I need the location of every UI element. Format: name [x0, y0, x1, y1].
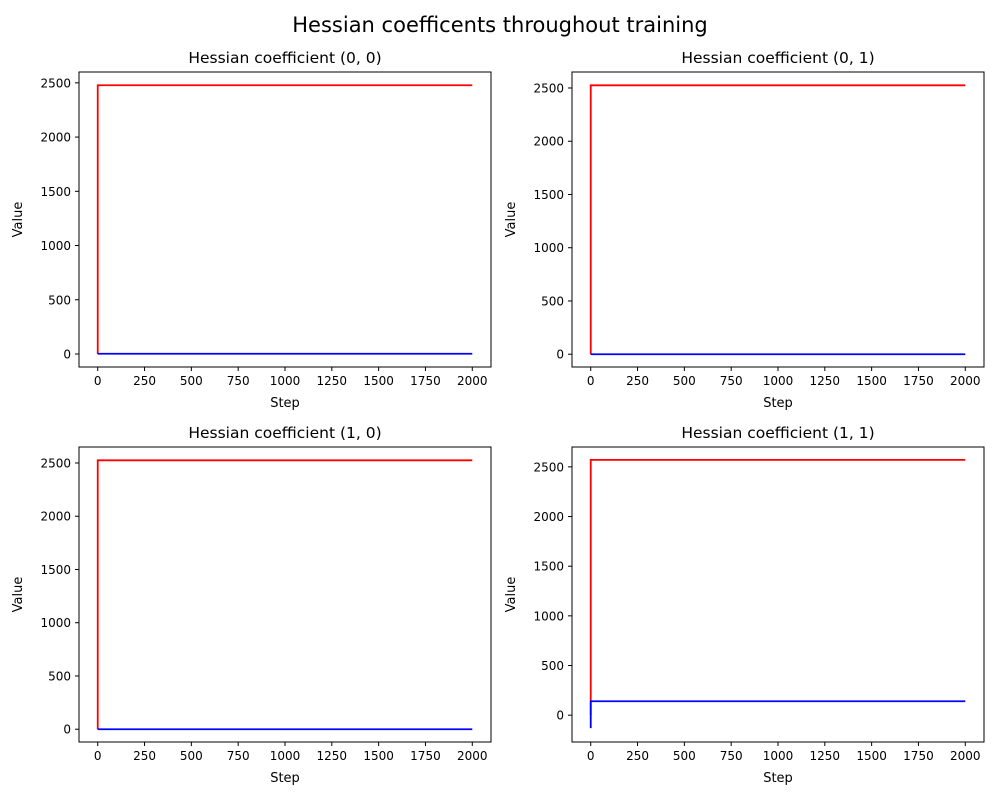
chart-2-ytick-label-2: 1000 — [40, 616, 71, 630]
chart-0-xlabel: Step — [270, 396, 300, 411]
chart-3-xtick-label-8: 2000 — [950, 749, 981, 763]
chart-2-ytick-label-1: 500 — [48, 669, 71, 683]
chart-1-ylabel: Value — [504, 202, 519, 238]
chart-1-xtick-label-7: 1750 — [903, 374, 934, 388]
chart-1-ytick-label-3: 1500 — [533, 188, 564, 202]
chart-3-title: Hessian coefficient (1, 1) — [681, 424, 874, 442]
chart-2-title: Hessian coefficient (1, 0) — [188, 424, 381, 442]
chart-3-ylabel: Value — [504, 577, 519, 613]
chart-2-ylabel: Value — [11, 577, 26, 613]
chart-0-ytick-label-0: 0 — [63, 347, 71, 361]
chart-0-xtick-label-5: 1250 — [317, 374, 348, 388]
chart-3-xtick-label-4: 1000 — [763, 749, 794, 763]
chart-0-ytick-label-5: 2500 — [40, 76, 71, 90]
chart-0-panel: Hessian coefficient (0, 0) 0 250 500 750 1000… — [11, 49, 492, 411]
chart-3-series-0-line — [589, 459, 966, 716]
chart-2-ytick-label-0: 0 — [63, 723, 71, 737]
chart-1-xtick-label-8: 2000 — [950, 374, 981, 388]
chart-3-xtick-label-3: 750 — [720, 749, 743, 763]
chart-0-xtick-label-3: 750 — [227, 374, 250, 388]
chart-2-xtick-label-1: 250 — [133, 749, 156, 763]
chart-0-ytick-label-4: 2000 — [40, 131, 71, 145]
chart-0-xtick-label-0: 0 — [94, 374, 102, 388]
chart-3-xtick-label-5: 1250 — [810, 749, 841, 763]
chart-2-xtick-label-0: 0 — [94, 749, 102, 763]
chart-0-xtick-label-7: 1750 — [410, 374, 441, 388]
chart-1-panel: Hessian coefficient (0, 1) 0 250 500 750 1000… — [504, 49, 985, 411]
chart-3-xtick-label-1: 250 — [626, 749, 649, 763]
chart-0-ylabel: Value — [11, 202, 26, 238]
chart-1-ytick-label-2: 1000 — [533, 241, 564, 255]
chart-0-xtick-label-2: 500 — [180, 374, 203, 388]
chart-3-ytick-label-0: 0 — [556, 709, 564, 723]
chart-2-xtick-label-4: 1000 — [270, 749, 301, 763]
chart-1-xtick-label-0: 0 — [587, 374, 595, 388]
chart-2-series-0-line — [96, 459, 473, 730]
figure-suptitle: Hessian coefficents throughout training — [292, 13, 707, 37]
chart-0-xtick-label-6: 1500 — [363, 374, 394, 388]
chart-1-ytick-label-5: 2500 — [533, 81, 564, 95]
chart-2-ytick-label-4: 2000 — [40, 510, 71, 524]
chart-2-xtick-label-7: 1750 — [410, 749, 441, 763]
chart-2-xtick-label-6: 1500 — [363, 749, 394, 763]
chart-3-ytick-label-4: 2000 — [533, 510, 564, 524]
chart-2-xtick-label-2: 500 — [180, 749, 203, 763]
chart-2-xtick-label-5: 1250 — [317, 749, 348, 763]
chart-1-xtick-label-3: 750 — [720, 374, 743, 388]
chart-1-xtick-label-2: 500 — [673, 374, 696, 388]
chart-1-series-0-line — [589, 84, 966, 355]
chart-1-xtick-label-1: 250 — [626, 374, 649, 388]
chart-3-xtick-label-2: 500 — [673, 749, 696, 763]
chart-0-ytick-label-2: 1000 — [40, 239, 71, 253]
chart-1-ytick-label-0: 0 — [556, 348, 564, 362]
chart-2-ytick-label-3: 1500 — [40, 563, 71, 577]
chart-2-xtick-label-8: 2000 — [457, 749, 488, 763]
chart-0-ytick-label-1: 500 — [48, 293, 71, 307]
chart-1-ytick-label-4: 2000 — [533, 135, 564, 149]
chart-3-ytick-label-2: 1000 — [533, 609, 564, 623]
chart-1-ytick-label-1: 500 — [541, 294, 564, 308]
chart-1-xtick-label-5: 1250 — [810, 374, 841, 388]
chart-2-ytick-label-5: 2500 — [40, 456, 71, 470]
chart-3-xtick-label-0: 0 — [587, 749, 595, 763]
chart-3-xtick-label-7: 1750 — [903, 749, 934, 763]
chart-2-panel: Hessian coefficient (1, 0) 0 250 500 750 1000… — [11, 424, 492, 786]
chart-0-xtick-label-1: 250 — [133, 374, 156, 388]
chart-0-xtick-label-4: 1000 — [270, 374, 301, 388]
chart-1-title: Hessian coefficient (0, 1) — [681, 49, 874, 67]
chart-0-series-0-line — [96, 84, 473, 354]
chart-1-xtick-label-4: 1000 — [763, 374, 794, 388]
chart-3-ytick-label-5: 2500 — [533, 460, 564, 474]
chart-0-ytick-label-3: 1500 — [40, 185, 71, 199]
chart-2-xlabel: Step — [270, 771, 300, 786]
chart-3-ytick-label-3: 1500 — [533, 560, 564, 574]
chart-0-xtick-label-8: 2000 — [457, 374, 488, 388]
chart-1-xlabel: Step — [763, 396, 793, 411]
chart-3-series-1-line — [589, 700, 966, 729]
chart-1-xtick-label-6: 1500 — [856, 374, 887, 388]
chart-3-ytick-label-1: 500 — [541, 659, 564, 673]
chart-3-xtick-label-6: 1500 — [856, 749, 887, 763]
chart-0-title: Hessian coefficient (0, 0) — [188, 49, 381, 67]
chart-3-panel: Hessian coefficient (1, 1) 0 250 500 750 1000… — [504, 424, 985, 786]
chart-2-xtick-label-3: 750 — [227, 749, 250, 763]
chart-3-xlabel: Step — [763, 771, 793, 786]
